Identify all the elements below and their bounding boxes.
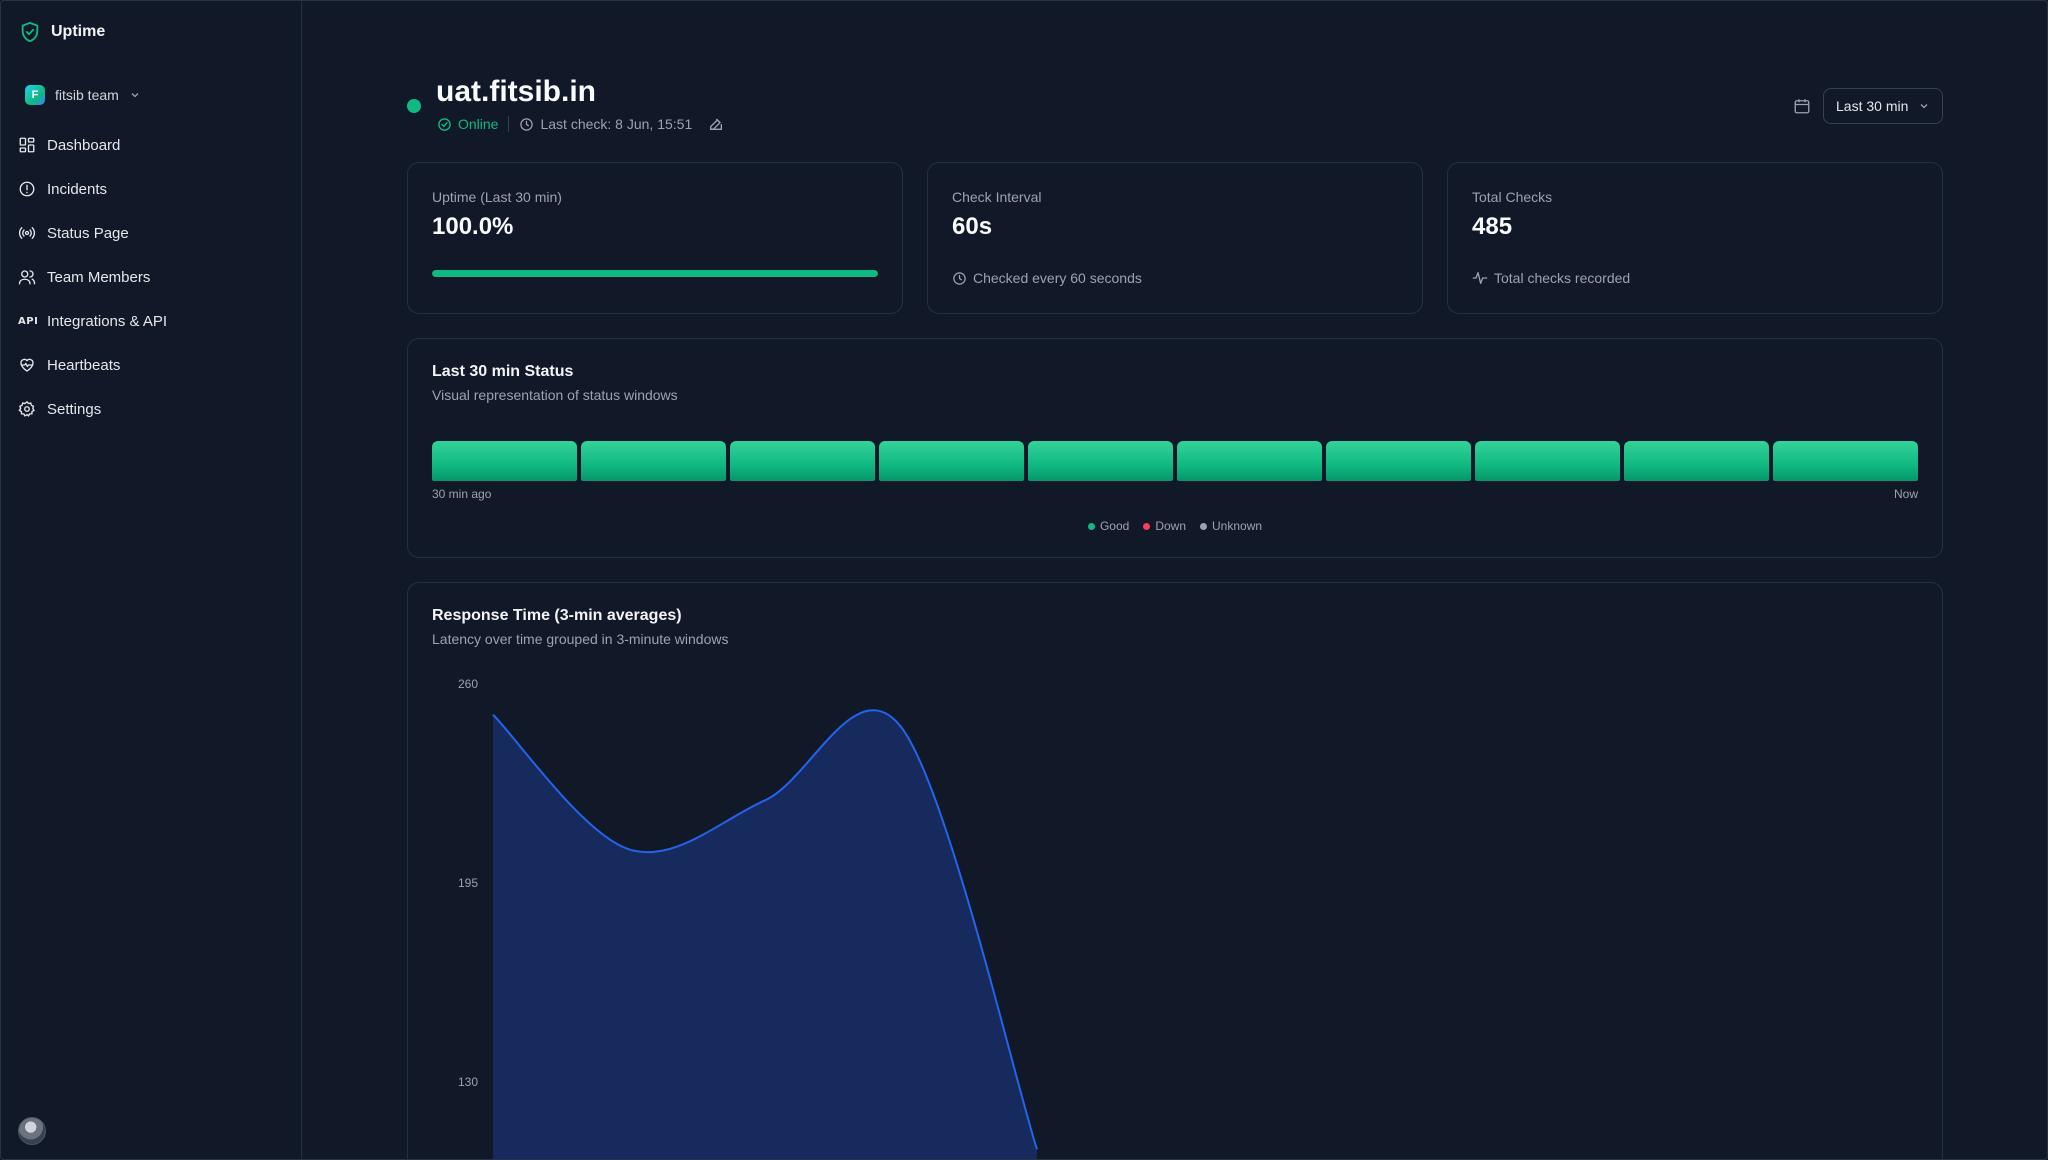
status-windows-card: Last 30 min Status Visual representation… <box>407 338 1943 558</box>
sidebar-item-team-members[interactable]: Team Members <box>18 255 288 299</box>
interval-foot-text: Checked every 60 seconds <box>973 270 1142 286</box>
status-window-good[interactable] <box>1475 441 1620 481</box>
gear-icon <box>18 400 35 417</box>
heart-pulse-icon <box>20 358 34 372</box>
meta-divider <box>508 116 510 132</box>
chevron-down-icon <box>131 93 139 98</box>
legend-good: Good <box>1087 519 1129 533</box>
monitor-header: uat.fitsib.in Online Last check: 8 Jun, … <box>407 73 1943 143</box>
status-window-good[interactable] <box>1028 441 1173 481</box>
status-window-good[interactable] <box>1177 441 1322 481</box>
status-dot <box>407 99 421 113</box>
section-title: Response Time (3-min averages) <box>432 607 682 624</box>
sidebar-item-integrations[interactable]: API Integrations & API <box>18 299 288 343</box>
status-text: Online <box>458 116 499 132</box>
sidebar-item-label: Settings <box>47 400 102 418</box>
response-time-line[interactable] <box>492 709 1038 1150</box>
last-check: Last check: 8 Jun, 15:51 <box>519 116 692 132</box>
users-icon <box>18 270 36 285</box>
sidebar-item-label: Status Page <box>47 224 129 242</box>
legend-unknown: Unknown <box>1200 519 1262 533</box>
interval-value: 60s <box>952 213 993 240</box>
range-picker: Last 30 min <box>1793 88 1943 124</box>
card-label: Uptime (Last 30 min) <box>432 189 562 205</box>
total-checks-card: Total Checks 485 Total checks recorded <box>1447 162 1943 314</box>
uptime-value: 100.0% <box>432 213 514 240</box>
response-time-card: Response Time (3-min averages) Latency o… <box>407 582 1943 1159</box>
monitor-meta: Online Last check: 8 Jun, 15:51 <box>437 116 724 132</box>
legend-down: Down <box>1143 519 1186 533</box>
brand-name: Uptime <box>51 23 106 40</box>
uptime-card: Uptime (Last 30 min) 100.0% <box>407 162 903 314</box>
team-name: fitsib team <box>55 87 119 103</box>
y-tick-label: 130 <box>458 1075 478 1089</box>
brand[interactable]: Uptime <box>19 21 105 43</box>
sidebar-item-incidents[interactable]: Incidents <box>18 167 288 211</box>
card-label: Check Interval <box>952 189 1042 205</box>
total-checks-foot: Total checks recorded <box>1472 270 1630 286</box>
status-window-good[interactable] <box>730 441 875 481</box>
clock-icon <box>953 271 966 285</box>
status-window-good[interactable] <box>1624 441 1769 481</box>
status-window-good[interactable] <box>1773 441 1918 481</box>
broadcast-icon <box>18 227 36 239</box>
sidebar-item-status-page[interactable]: Status Page <box>18 211 288 255</box>
section-title: Last 30 min Status <box>432 363 574 380</box>
status-badge: Online <box>437 116 498 132</box>
api-icon: API <box>18 315 39 327</box>
calendar-icon[interactable] <box>1793 97 1811 115</box>
check-circle-icon <box>438 117 451 131</box>
section-subtitle: Latency over time grouped in 3-minute wi… <box>432 631 729 647</box>
y-tick-label: 260 <box>458 677 478 691</box>
y-tick-label: 195 <box>458 876 478 890</box>
response-time-chart: 260 195 130 <box>458 677 1038 1159</box>
activity-icon <box>1472 272 1488 284</box>
status-window-good[interactable] <box>1326 441 1471 481</box>
dashboard-icon <box>19 137 35 153</box>
interval-card: Check Interval 60s Checked every 60 seco… <box>927 162 1423 314</box>
sidebar-item-label: Heartbeats <box>47 356 121 374</box>
team-switcher[interactable]: F fitsib team <box>25 85 141 105</box>
total-checks-value: 485 <box>1472 213 1513 240</box>
alert-circle-icon <box>19 181 35 197</box>
sidebar-item-label: Team Members <box>47 268 151 286</box>
uptime-progress <box>432 270 878 277</box>
page-title: uat.fitsib.in <box>436 75 596 108</box>
sidebar-item-heartbeats[interactable]: Heartbeats <box>18 343 288 387</box>
shield-check-icon <box>21 21 39 43</box>
status-legend: Good Down Unknown <box>408 519 1942 533</box>
status-window-good[interactable] <box>581 441 726 481</box>
section-subtitle: Visual representation of status windows <box>432 387 678 403</box>
response-time-area <box>493 710 1037 1159</box>
clock-icon <box>520 117 534 131</box>
sidebar-item-dashboard[interactable]: Dashboard <box>18 123 288 167</box>
total-checks-foot-text: Total checks recorded <box>1494 270 1631 286</box>
sidebar-item-label: Incidents <box>47 180 108 198</box>
card-label: Total Checks <box>1472 189 1553 205</box>
status-window-good[interactable] <box>432 441 577 481</box>
edit-icon[interactable] <box>708 116 724 132</box>
sidebar-nav: Dashboard Incidents Status Page Team Mem… <box>18 123 288 431</box>
chevron-down-icon <box>1920 104 1928 109</box>
sidebar-item-label: Integrations & API <box>47 312 168 330</box>
sidebar-item-label: Dashboard <box>47 136 121 154</box>
uptime-progress-fill <box>432 270 878 277</box>
range-select[interactable]: Last 30 min <box>1823 88 1943 124</box>
team-avatar: F <box>25 85 45 105</box>
interval-foot: Checked every 60 seconds <box>952 270 1142 286</box>
status-start-label: 30 min ago <box>432 487 492 501</box>
sidebar-item-settings[interactable]: Settings <box>18 387 288 431</box>
range-value: Last 30 min <box>1836 98 1908 114</box>
status-end-label: Now <box>1893 487 1918 501</box>
user-avatar[interactable] <box>18 1117 46 1145</box>
last-check-text: Last check: 8 Jun, 15:51 <box>540 116 693 132</box>
sidebar: Uptime F fitsib team Dashboard Incidents… <box>1 1 302 1159</box>
status-window-good[interactable] <box>879 441 1024 481</box>
status-bars <box>432 441 1918 481</box>
